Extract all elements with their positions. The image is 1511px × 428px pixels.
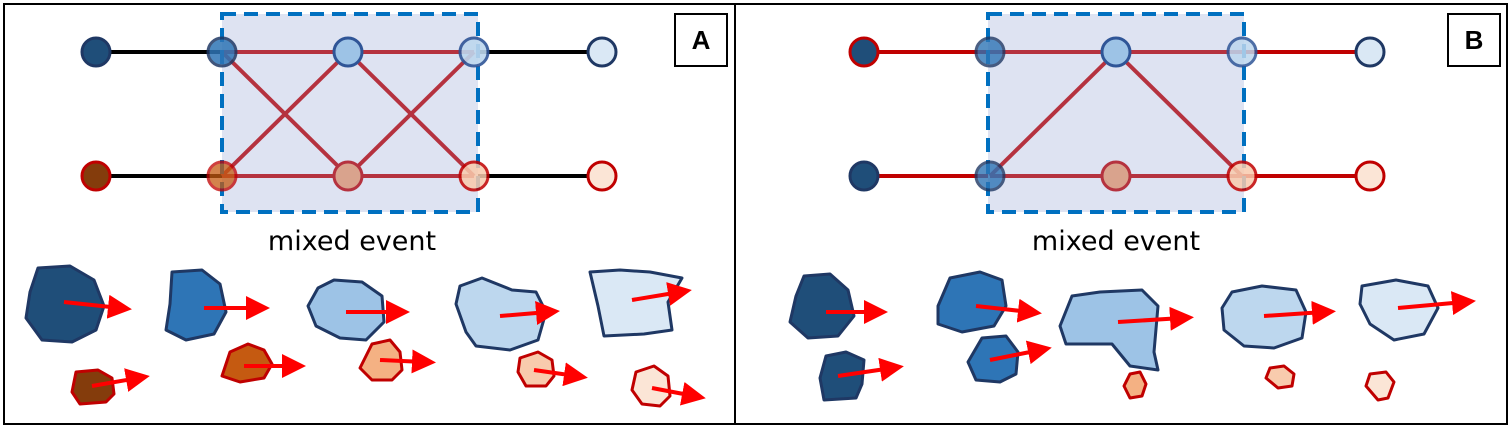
particle-blob xyxy=(936,270,1008,334)
particles-bottom-b xyxy=(1122,364,1396,402)
node xyxy=(332,36,364,68)
panel-label-a: A xyxy=(692,25,711,55)
particle-blob xyxy=(1122,370,1148,400)
caption-b: mixed event xyxy=(1032,226,1200,257)
particles-top-b xyxy=(788,270,1440,402)
arrow xyxy=(837,357,904,382)
node xyxy=(80,160,112,192)
arrow xyxy=(1397,291,1476,316)
arrow xyxy=(989,340,1052,365)
node xyxy=(1354,36,1386,68)
arrow xyxy=(91,368,150,392)
panel-label-box-a xyxy=(674,13,728,67)
arrow xyxy=(631,282,692,306)
link-lines-b xyxy=(988,50,1244,178)
particle-blob xyxy=(630,364,672,408)
particle-blob xyxy=(588,268,684,338)
node xyxy=(80,36,112,68)
caption-a: mixed event xyxy=(268,226,436,257)
node xyxy=(974,160,1006,192)
node xyxy=(1100,36,1132,68)
particle-blob xyxy=(1358,278,1440,342)
arrow xyxy=(499,301,560,325)
arrow xyxy=(651,381,706,406)
momentum-arrows-b xyxy=(826,291,1476,382)
panel-label-b: B xyxy=(1465,25,1484,55)
momentum-arrows-a xyxy=(63,282,706,406)
arrow xyxy=(1263,300,1336,325)
track-lines-b xyxy=(864,50,1370,178)
particle-blob xyxy=(220,342,274,384)
node xyxy=(586,160,618,192)
particle-blob xyxy=(164,268,228,342)
panel-label-box-b xyxy=(1447,13,1501,67)
particle-blob xyxy=(1364,370,1396,402)
particle-blob xyxy=(1264,364,1296,390)
arrow xyxy=(63,294,132,319)
arrow xyxy=(379,349,436,374)
panel-a: A mixed event xyxy=(3,3,736,425)
panel-b: B mixed event xyxy=(734,3,1508,425)
arrow xyxy=(975,298,1042,323)
node xyxy=(1100,160,1132,192)
node xyxy=(586,36,618,68)
particle-blob xyxy=(1220,284,1308,350)
node xyxy=(1226,160,1258,192)
node xyxy=(206,36,238,68)
particle-blob xyxy=(788,272,856,340)
particle-blob xyxy=(1058,288,1160,372)
node xyxy=(974,36,1006,68)
node xyxy=(848,160,880,192)
node xyxy=(332,160,364,192)
mixed-event-box-border-a xyxy=(220,12,480,214)
node xyxy=(458,160,490,192)
arrow xyxy=(1117,306,1194,331)
node xyxy=(206,160,238,192)
link-lines-a xyxy=(220,50,476,178)
mixed-event-box-border-b xyxy=(986,12,1246,214)
node xyxy=(458,36,490,68)
node xyxy=(848,36,880,68)
node xyxy=(1226,36,1258,68)
arrow xyxy=(533,362,588,387)
node xyxy=(1354,160,1386,192)
